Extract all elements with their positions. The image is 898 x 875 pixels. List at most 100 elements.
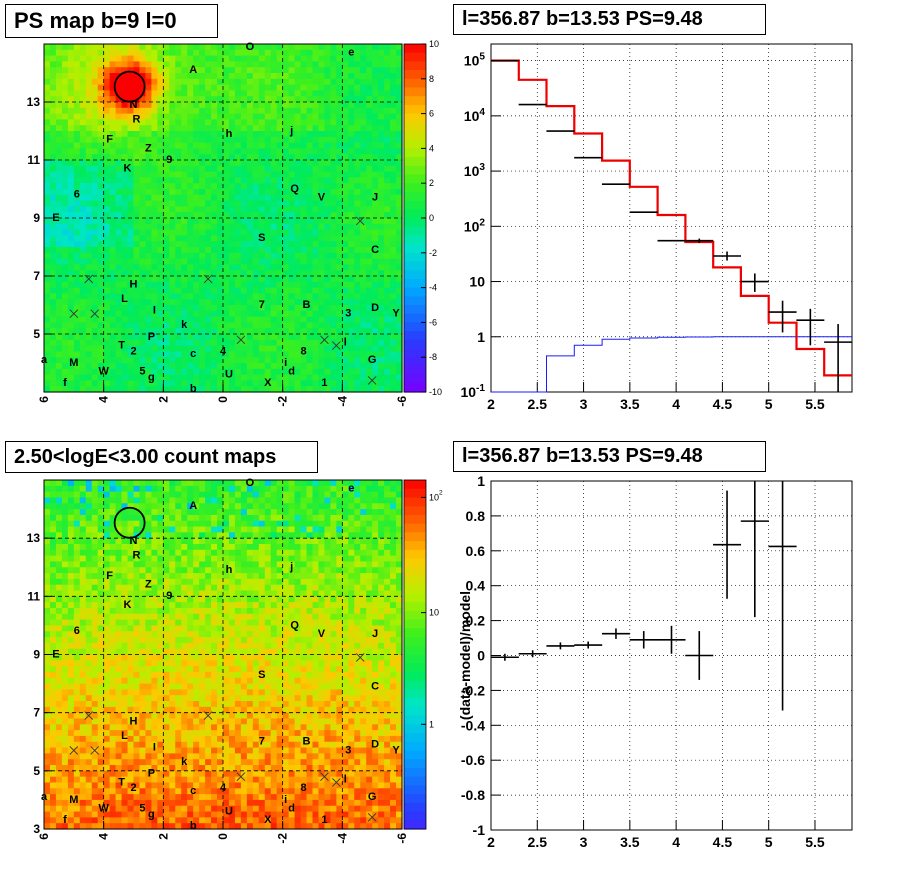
heatmap-cell [318,264,326,271]
heatmap-cell [44,753,51,760]
heatmap-cell [103,299,111,306]
heatmap-cell [384,200,391,207]
heatmap-cell [199,322,206,329]
heatmap-cell [91,142,99,149]
heatmap-cell [217,165,224,173]
heatmap-cell [145,212,152,219]
heatmap-cell [205,90,212,97]
heatmap-cell [145,642,152,650]
heatmap-cell [336,78,343,86]
heatmap-cell [270,194,278,202]
heatmap-cell [366,200,373,207]
heatmap-cell [312,386,320,393]
heatmap-cell [145,613,152,621]
heatmap-cell [270,345,278,352]
heatmap-cell [139,701,147,708]
heatmap-cell [384,276,391,283]
heatmap-cell [199,345,206,352]
heatmap-cell [312,270,320,277]
heatmap-cell [61,154,69,161]
heatmap-cell [217,218,224,225]
heatmap-cell [193,345,200,352]
heatmap-cell [109,770,117,778]
heatmap-cell [91,252,99,260]
heatmap-cell [103,171,111,178]
heatmap-cell [44,357,51,364]
heatmap-cell [342,229,349,236]
total-model-line [491,59,852,377]
heatmap-cell [282,264,290,271]
heatmap-cell [342,223,349,231]
heatmap-cell [73,44,81,51]
heatmap-cell [252,73,260,80]
heatmap-cell [360,142,367,149]
heatmap-cell [67,753,75,760]
heatmap-cell [306,235,314,242]
heatmap-cell [127,706,135,714]
heatmap-cell [97,183,105,190]
heatmap-cell [258,171,266,178]
heatmap-cell [121,316,129,323]
heatmap-cell [252,206,260,213]
heatmap-cell [115,590,123,597]
heatmap-cell [151,49,158,57]
heatmap-cell [127,310,135,318]
heatmap-cell [145,339,152,347]
heatmap-cell [378,316,385,323]
heatmap-cell [330,229,337,236]
heatmap-cell [378,218,385,225]
heatmap-cell [139,61,147,68]
heatmap-cell [390,183,397,190]
heatmap-cell [103,735,111,743]
heatmap-cell [181,142,188,149]
colorbar-cell [404,331,426,341]
heatmap-cell [205,107,212,115]
heatmap-cell [109,374,117,381]
heatmap-cell [270,154,278,161]
heatmap-cell [366,322,373,329]
heatmap-cell [55,84,63,91]
heatmap-cell [91,526,99,533]
heatmap-cell [139,49,147,57]
heatmap-cell [127,212,135,219]
heatmap-cell [252,223,260,231]
heatmap-cell [79,189,87,196]
heatmap-cell [318,241,326,248]
heatmap-cell [61,305,69,312]
heatmap-cell [49,578,57,586]
heatmap-cell [348,310,355,318]
heatmap-cell [324,270,331,277]
heatmap-cell [240,183,248,190]
heatmap-cell [133,631,141,638]
heatmap-cell [127,637,135,644]
heatmap-cell [270,44,278,51]
heatmap-cell [73,747,81,754]
heatmap-cell [79,90,87,97]
heatmap-cell [44,683,51,690]
heatmap-cell [193,177,200,184]
heatmap-cell [103,666,111,673]
heatmap-cell [396,177,403,184]
heatmap-cell [67,724,75,731]
heatmap-cell [127,160,135,167]
heatmap-cell [67,218,75,225]
heatmap-cell [217,113,224,120]
heatmap-cell [127,67,135,74]
heatmap-cell [366,276,373,283]
heatmap-cell [246,148,254,155]
heatmap-cell [360,113,367,120]
heatmap-cell [97,310,105,318]
heatmap-cell [109,165,117,173]
heatmap-cell [211,125,218,132]
heatmap-cell [55,107,63,115]
heatmap-cell [79,514,87,522]
heatmap-cell [312,374,320,381]
heatmap-cell [103,823,111,830]
heatmap-cell [109,200,117,207]
heatmap-cell [55,102,63,109]
heatmap-cell [115,689,123,696]
heatmap-cell [318,102,326,109]
heatmap-cell [240,334,248,341]
heatmap-cell [396,328,403,335]
source-label: J [372,192,378,204]
